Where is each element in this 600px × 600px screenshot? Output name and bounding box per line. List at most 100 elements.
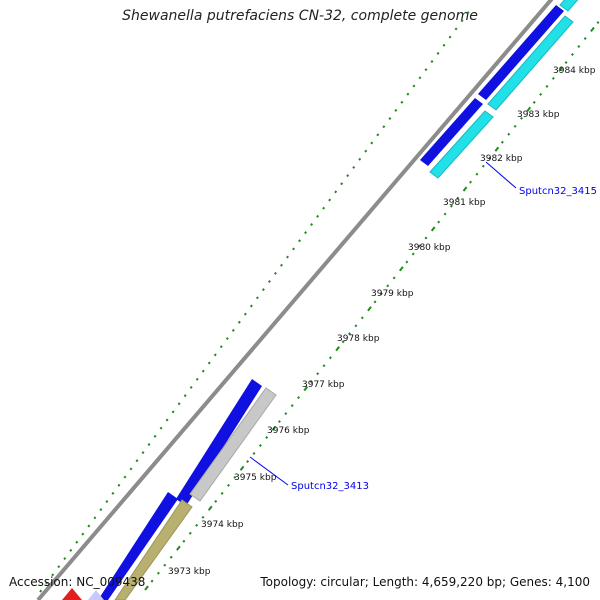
outer-tick — [75, 540, 79, 544]
outer-tick — [135, 459, 139, 463]
outer-tick — [460, 19, 464, 23]
inner-tick — [596, 21, 600, 25]
outer-tick — [267, 280, 271, 283]
tick-label-3975: 3975 kbp — [234, 473, 277, 483]
inner-tick — [341, 340, 345, 344]
outer-tick — [189, 385, 193, 389]
outer-tick — [448, 35, 452, 39]
scale-tick-labels: 3973 kbp 3974 kbp 3975 kbp 3976 kbp 3977 kbp… — [168, 66, 596, 577]
inner-tick — [386, 284, 390, 288]
inner-tick — [348, 332, 351, 336]
tick-label-3973: 3973 kbp — [168, 567, 211, 577]
tick-label-3978: 3978 kbp — [337, 334, 380, 344]
inner-tick — [411, 252, 415, 256]
outer-tick — [249, 304, 253, 308]
inner-tick — [258, 444, 262, 447]
inner-tick — [500, 140, 504, 144]
inner-tick — [590, 26, 595, 33]
reverse-cds-cyan-3417 — [559, 0, 579, 12]
inner-tick — [176, 545, 181, 551]
inner-tick — [195, 523, 199, 527]
outer-tick — [316, 214, 320, 218]
outer-tick — [123, 475, 127, 479]
outer-tick — [334, 190, 338, 194]
inner-tick — [577, 45, 581, 48]
gene-label-3413[interactable]: Sputcn32_3413 — [291, 481, 369, 492]
inner-tick — [322, 364, 326, 368]
inner-tick — [360, 316, 364, 320]
forward-cds-3415 — [420, 98, 483, 166]
gene-label-3415[interactable]: Sputcn32_3415 — [519, 186, 597, 197]
outer-tick — [298, 239, 302, 243]
inner-tick — [520, 116, 523, 120]
outer-tick — [370, 141, 374, 145]
outer-tick — [243, 312, 247, 316]
outer-tick — [201, 369, 205, 373]
outer-tick — [346, 174, 350, 178]
inner-tick — [297, 396, 301, 400]
tick-label-3974: 3974 kbp — [201, 520, 244, 530]
outer-tick — [273, 271, 277, 275]
reverse-cds-khaki-3412 — [114, 499, 193, 600]
tick-label-3977: 3977 kbp — [302, 380, 345, 390]
gene-label-line-3413 — [249, 456, 289, 486]
outer-tick — [105, 500, 109, 503]
inner-tick — [405, 260, 409, 264]
outer-tick — [442, 43, 446, 47]
forward-cds-3416 — [478, 5, 564, 100]
inner-tick — [290, 404, 294, 408]
map-title: Shewanella putrefaciens CN-32, complete … — [122, 8, 478, 24]
outer-tick — [261, 288, 265, 292]
outer-tick — [159, 426, 163, 430]
outer-tick — [225, 337, 229, 341]
inner-tick — [418, 244, 422, 248]
outer-tick — [195, 377, 199, 381]
inner-tick — [475, 172, 479, 176]
inner-tick — [437, 220, 441, 224]
outer-tick — [51, 573, 55, 577]
inner-tick — [252, 452, 256, 455]
outer-tick — [183, 394, 187, 398]
gene-label-line-3415 — [485, 161, 517, 189]
outer-tick — [412, 84, 416, 88]
outer-tick — [219, 345, 223, 349]
inner-tick — [392, 276, 396, 280]
tick-label-3981: 3981 kbp — [443, 198, 486, 208]
outer-tick — [292, 247, 295, 251]
outer-tick — [99, 508, 103, 512]
inner-tick — [214, 499, 218, 503]
inner-tick — [462, 186, 468, 192]
outer-tick — [93, 516, 97, 520]
outer-tick — [358, 157, 362, 161]
inner-tick — [207, 505, 213, 511]
inner-tick — [367, 306, 372, 312]
accession-label: Accession: NC_009438 — [9, 575, 146, 589]
outer-tick — [255, 296, 259, 300]
inner-tick — [494, 146, 500, 152]
inner-tick — [354, 324, 358, 328]
inner-tick — [277, 420, 281, 424]
outer-tick — [322, 206, 326, 210]
outer-tick — [45, 581, 49, 585]
inner-tick — [532, 100, 536, 104]
inner-tick — [507, 132, 511, 136]
outer-tick — [39, 589, 43, 593]
outer-tick — [436, 51, 440, 55]
outer-tick — [147, 442, 151, 446]
outer-tick — [153, 434, 157, 438]
outer-tick — [400, 100, 404, 104]
inner-tick — [220, 491, 224, 495]
inner-tick — [558, 66, 563, 72]
inner-tick — [156, 571, 160, 575]
outer-tick — [382, 125, 386, 129]
inner-tick — [379, 292, 383, 296]
reverse-cds-cyan-3416 — [487, 15, 574, 111]
tick-label-3984: 3984 kbp — [553, 66, 596, 76]
inner-tick — [328, 356, 332, 360]
outer-tick — [352, 165, 356, 169]
scale-ticks — [39, 11, 600, 593]
inner-tick — [449, 204, 453, 208]
inner-tick — [201, 515, 205, 519]
outer-tick — [310, 223, 314, 226]
inner-tick — [309, 380, 313, 384]
